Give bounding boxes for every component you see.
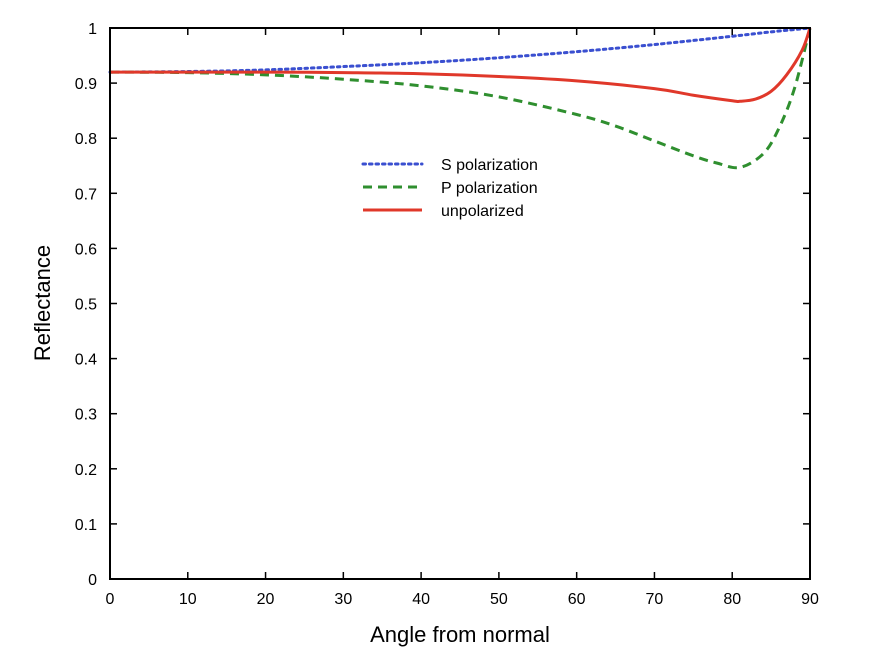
x-tick-label: 30 — [334, 591, 352, 608]
legend-label-1: P polarization — [441, 180, 538, 197]
y-tick-label: 0.5 — [75, 297, 97, 314]
series-layer — [108, 26, 812, 170]
x-tick-label: 10 — [179, 591, 197, 608]
x-tick-label: 70 — [646, 591, 664, 608]
ticks-layer: 0 10 20 30 40 50 60 70 80 90 0 0.1 0.2 0.3 0.4 0.5 0.6 0.… — [75, 21, 819, 608]
y-tick-label: 0.9 — [75, 76, 97, 93]
x-axis-label: Angle from normal — [370, 622, 550, 647]
series-line-2 — [110, 27, 812, 103]
x-tick-label: 90 — [801, 591, 819, 608]
x-tick-label: 50 — [490, 591, 508, 608]
legend: S polarization P polarization unpolarized — [361, 157, 538, 220]
x-tick-label: 40 — [412, 591, 430, 608]
y-tick-label: 0 — [88, 572, 97, 589]
y-tick-label: 0.8 — [75, 131, 97, 148]
legend-label-0: S polarization — [441, 157, 538, 174]
y-tick-label: 0.7 — [75, 186, 97, 203]
y-tick-label: 0.2 — [75, 462, 97, 479]
x-tick-label: 80 — [723, 591, 741, 608]
series-line-1 — [109, 27, 812, 170]
x-tick-label: 20 — [257, 591, 275, 608]
y-tick-label: 0.1 — [75, 517, 97, 534]
y-axis-label: Reflectance — [30, 245, 55, 361]
y-tick-label: 0.3 — [75, 407, 97, 424]
x-tick-label: 60 — [568, 591, 586, 608]
legend-label-2: unpolarized — [441, 203, 524, 220]
x-tick-label: 0 — [106, 591, 115, 608]
y-tick-label: 0.4 — [75, 352, 97, 369]
y-tick-label: 1 — [88, 21, 97, 38]
y-tick-label: 0.6 — [75, 241, 97, 258]
